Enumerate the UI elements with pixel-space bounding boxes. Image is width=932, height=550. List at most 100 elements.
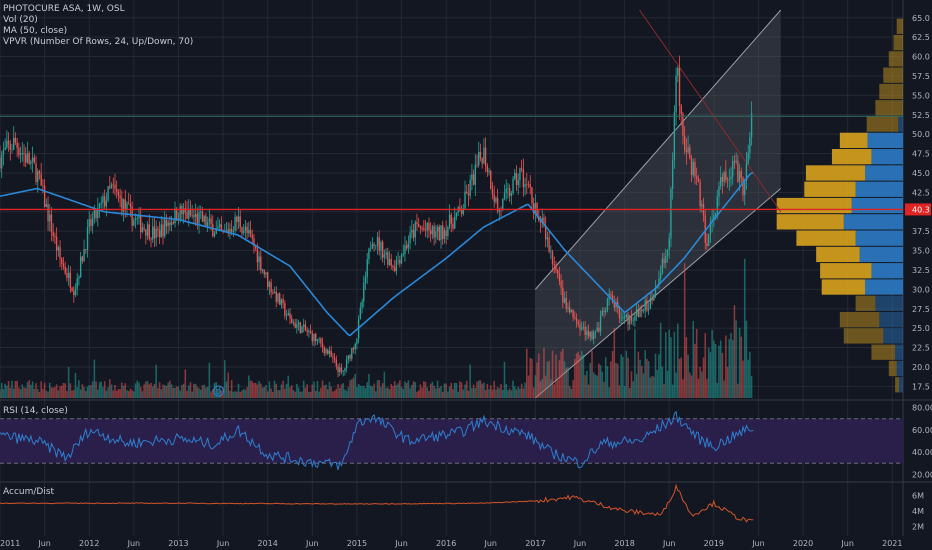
- candle-body: [347, 355, 350, 360]
- volume-bar: [162, 384, 164, 398]
- symbol-label[interactable]: PHOTOCURE ASA, 1W, OSL: [3, 4, 125, 14]
- volume-bar: [404, 381, 406, 398]
- rsi-indicator-label[interactable]: RSI (14, close): [3, 406, 68, 416]
- volume-bar: [749, 351, 751, 398]
- candle-body: [430, 230, 432, 235]
- vpvr-down-bar: [820, 263, 872, 279]
- candle-body: [361, 301, 363, 308]
- ad-indicator-label[interactable]: Accum/Dist: [3, 487, 55, 497]
- candle-body: [472, 174, 475, 185]
- volume-bar: [302, 380, 305, 398]
- volume-bar: [677, 323, 679, 398]
- candle-body: [356, 338, 358, 345]
- candle-body: [35, 163, 37, 182]
- candle-body: [152, 226, 154, 240]
- candle-body: [671, 160, 674, 189]
- candle-body: [279, 293, 281, 305]
- candle-body: [110, 184, 113, 188]
- candle-body: [4, 147, 6, 150]
- candle-body: [203, 215, 205, 222]
- volume-bar: [127, 391, 130, 398]
- volume-bar: [129, 388, 132, 398]
- candle-body: [395, 260, 398, 272]
- candle-body: [683, 135, 686, 151]
- volume-bar: [268, 381, 271, 398]
- candle-body: [275, 291, 277, 302]
- candle-body: [424, 229, 427, 231]
- candle-body: [115, 189, 118, 192]
- candle-body: [153, 226, 156, 239]
- volume-bar: [208, 362, 211, 398]
- horizontal-lines[interactable]: [0, 115, 903, 211]
- volume-bar: [6, 385, 8, 398]
- candle-body: [668, 238, 670, 250]
- candle-body: [405, 245, 408, 249]
- candle-body: [529, 184, 531, 188]
- candle-body: [167, 222, 169, 227]
- candle-body: [531, 187, 533, 204]
- volume-bar: [436, 380, 439, 398]
- candle-body: [143, 227, 145, 230]
- volume-bar: [381, 383, 384, 398]
- ma-indicator-label[interactable]: MA (50, close): [3, 26, 68, 36]
- candle-body: [270, 282, 272, 293]
- vpvr-indicator-label[interactable]: VPVR (Number Of Rows, 24, Up/Down, 70): [3, 37, 194, 47]
- volume-bar: [78, 380, 80, 398]
- candle-body: [418, 223, 420, 228]
- volume-bar: [371, 386, 374, 398]
- volume-bar: [299, 391, 302, 398]
- volume-bar: [227, 372, 229, 398]
- candle-body: [57, 247, 60, 251]
- volume-bar: [412, 381, 415, 398]
- candle-body: [196, 213, 199, 224]
- volume-bar: [707, 347, 710, 398]
- volume-bar: [519, 388, 521, 398]
- candle-body: [697, 178, 700, 183]
- candle-body: [50, 214, 53, 233]
- candle-body: [155, 228, 157, 239]
- volume-bar: [495, 389, 497, 398]
- volume-bar: [146, 381, 149, 398]
- volume-bar: [536, 362, 538, 398]
- volume-bar: [21, 384, 24, 398]
- moving-average: [0, 172, 754, 337]
- volume-bar: [618, 385, 621, 398]
- volume-bar: [659, 322, 662, 398]
- volume-bar: [429, 383, 432, 398]
- candle-body: [611, 295, 614, 303]
- candle-body: [407, 243, 410, 249]
- candle-body: [133, 219, 135, 226]
- candle-body: [733, 161, 736, 163]
- volume-bar: [24, 388, 27, 398]
- candle-body: [469, 179, 471, 196]
- candle-body: [141, 227, 144, 233]
- candle-body: [102, 196, 104, 203]
- candle-body: [373, 243, 375, 246]
- volume-bar: [673, 331, 676, 398]
- price-tick-label: 22.5: [912, 344, 930, 353]
- candle-body: [476, 164, 478, 166]
- volume-bar: [254, 382, 257, 398]
- volume-bar: [469, 364, 471, 398]
- volume-bar: [191, 391, 193, 398]
- candle-body: [567, 307, 569, 309]
- volume-bar: [366, 382, 368, 398]
- volume-bar: [670, 337, 672, 398]
- volume-bar: [236, 391, 238, 398]
- candle-body: [455, 212, 458, 217]
- volume-bar: [361, 386, 363, 398]
- volume-bar: [728, 338, 731, 398]
- volume-bar: [344, 389, 346, 398]
- volume-bar: [423, 381, 425, 398]
- volume-bar: [76, 387, 78, 398]
- volume-bar: [139, 386, 142, 398]
- rsi-tick-label: 20.00: [912, 470, 932, 479]
- volume-bar: [699, 366, 701, 398]
- volume-bar: [457, 391, 459, 398]
- volume-indicator-label[interactable]: Vol (20): [3, 15, 38, 25]
- candle-body: [78, 276, 80, 279]
- volume-bar: [395, 385, 398, 398]
- channel-upper-line: [534, 9, 782, 290]
- candle-body: [213, 233, 216, 237]
